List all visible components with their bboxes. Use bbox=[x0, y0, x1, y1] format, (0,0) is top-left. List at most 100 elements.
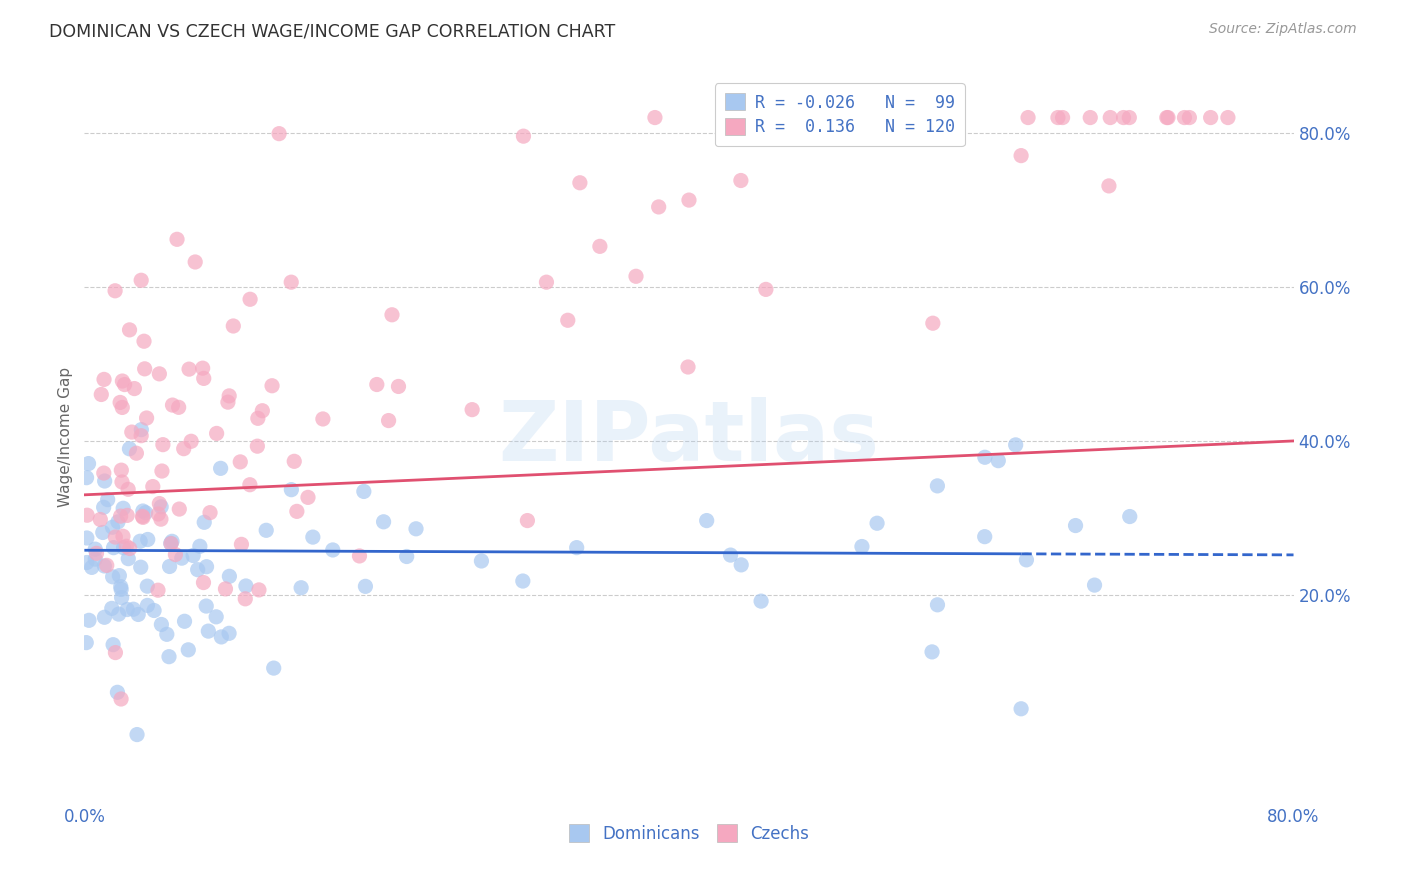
Point bbox=[96, 558, 118, 573]
Point bbox=[280, 483, 302, 497]
Point bbox=[131, 423, 153, 437]
Point bbox=[129, 534, 152, 549]
Point bbox=[851, 540, 873, 554]
Point bbox=[108, 395, 131, 409]
Point bbox=[252, 403, 274, 417]
Point bbox=[111, 591, 134, 605]
Point bbox=[159, 559, 181, 574]
Point bbox=[132, 504, 155, 518]
Point bbox=[150, 617, 173, 632]
Point bbox=[239, 477, 262, 491]
Point bbox=[177, 362, 200, 376]
Point bbox=[246, 411, 269, 425]
Point bbox=[209, 630, 232, 644]
Point bbox=[93, 474, 115, 488]
Point bbox=[1010, 148, 1032, 162]
Point bbox=[941, 111, 963, 125]
Point bbox=[136, 579, 159, 593]
Point bbox=[93, 372, 115, 386]
Point bbox=[239, 293, 262, 307]
Point bbox=[866, 516, 889, 531]
Point bbox=[973, 530, 995, 544]
Point bbox=[150, 464, 173, 478]
Point bbox=[177, 643, 200, 657]
Point bbox=[1173, 111, 1195, 125]
Point bbox=[115, 508, 138, 523]
Point bbox=[1157, 111, 1180, 125]
Point bbox=[89, 512, 111, 526]
Point bbox=[117, 551, 139, 566]
Point bbox=[124, 382, 146, 396]
Point bbox=[195, 599, 218, 613]
Point bbox=[75, 635, 97, 649]
Point bbox=[862, 111, 884, 125]
Point bbox=[129, 560, 152, 574]
Point bbox=[730, 173, 752, 187]
Point bbox=[1099, 111, 1122, 125]
Point bbox=[461, 402, 484, 417]
Point bbox=[297, 491, 319, 505]
Point bbox=[148, 497, 170, 511]
Point bbox=[1010, 702, 1032, 716]
Point bbox=[159, 536, 181, 550]
Point bbox=[110, 692, 132, 706]
Point bbox=[755, 282, 778, 296]
Point bbox=[193, 516, 215, 530]
Point bbox=[118, 541, 141, 556]
Point bbox=[162, 398, 184, 412]
Point bbox=[114, 377, 136, 392]
Point bbox=[536, 275, 558, 289]
Point bbox=[112, 541, 135, 555]
Point bbox=[589, 239, 612, 253]
Point bbox=[166, 232, 188, 246]
Point bbox=[188, 539, 211, 553]
Point bbox=[218, 569, 240, 583]
Point bbox=[233, 591, 256, 606]
Point bbox=[387, 379, 409, 393]
Point bbox=[160, 536, 183, 550]
Point bbox=[624, 269, 647, 284]
Point bbox=[107, 685, 129, 699]
Point bbox=[76, 508, 98, 523]
Point bbox=[180, 434, 202, 449]
Point bbox=[121, 425, 143, 439]
Point bbox=[103, 541, 125, 555]
Point bbox=[229, 455, 252, 469]
Point bbox=[160, 534, 183, 549]
Point bbox=[231, 537, 253, 551]
Point bbox=[217, 395, 239, 409]
Point bbox=[354, 579, 377, 593]
Point bbox=[110, 463, 132, 477]
Point bbox=[110, 580, 132, 594]
Point bbox=[890, 111, 912, 125]
Point bbox=[131, 509, 153, 524]
Point bbox=[269, 127, 291, 141]
Text: Source: ZipAtlas.com: Source: ZipAtlas.com bbox=[1209, 22, 1357, 37]
Point bbox=[110, 509, 132, 524]
Point bbox=[720, 548, 742, 562]
Point bbox=[157, 649, 180, 664]
Point bbox=[122, 602, 145, 616]
Point bbox=[104, 284, 127, 298]
Point bbox=[1017, 111, 1039, 125]
Point bbox=[1119, 509, 1142, 524]
Point bbox=[170, 551, 193, 566]
Point bbox=[191, 361, 214, 376]
Point bbox=[557, 313, 579, 327]
Point bbox=[1015, 553, 1038, 567]
Point bbox=[77, 457, 100, 471]
Point bbox=[125, 446, 148, 460]
Point bbox=[260, 378, 283, 392]
Point bbox=[676, 359, 699, 374]
Point bbox=[927, 479, 949, 493]
Point bbox=[987, 453, 1010, 467]
Point bbox=[117, 483, 139, 497]
Point bbox=[184, 255, 207, 269]
Point bbox=[1112, 111, 1135, 125]
Point bbox=[280, 275, 302, 289]
Y-axis label: Wage/Income Gap: Wage/Income Gap bbox=[58, 367, 73, 508]
Point bbox=[101, 520, 124, 534]
Point bbox=[108, 568, 131, 582]
Point bbox=[678, 193, 700, 207]
Point bbox=[696, 514, 718, 528]
